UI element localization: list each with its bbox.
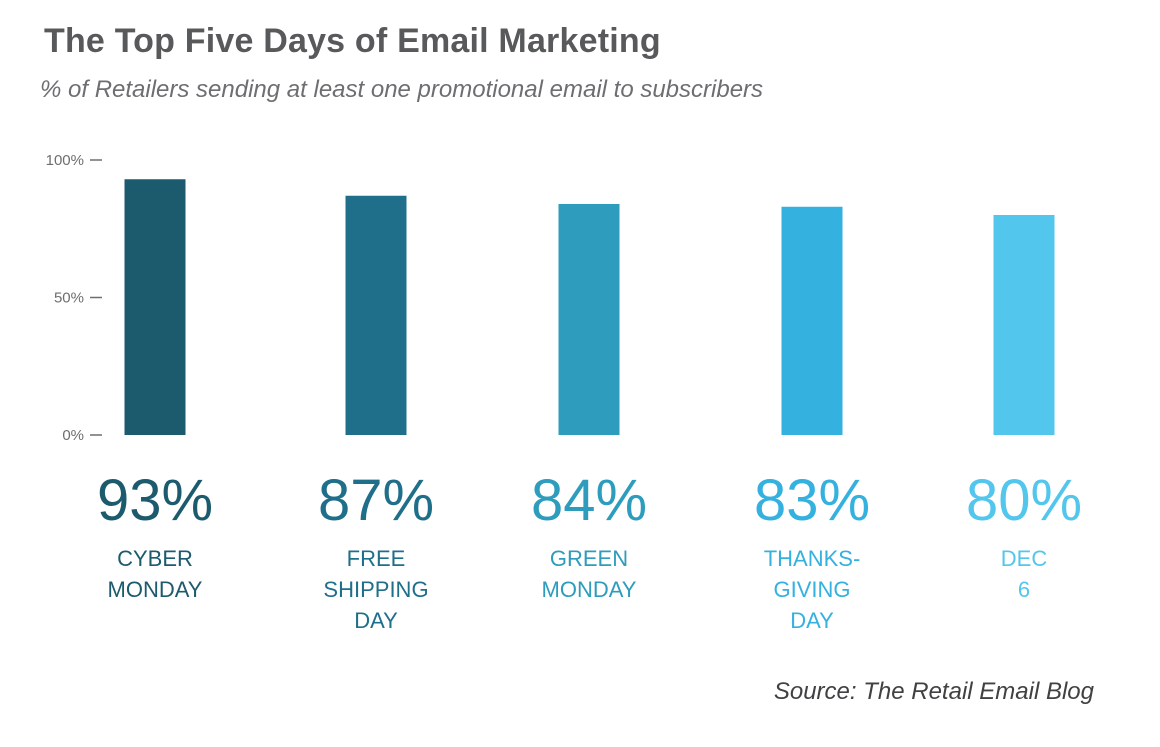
category-label: FREE bbox=[347, 546, 406, 571]
bar-value-label: 93% bbox=[97, 468, 213, 533]
category-label: CYBER bbox=[117, 546, 193, 571]
source-note: Source: The Retail Email Blog bbox=[773, 678, 1094, 705]
category-label: GIVING bbox=[773, 577, 850, 602]
bar bbox=[993, 215, 1055, 435]
bar bbox=[124, 179, 186, 435]
category-label: DEC bbox=[1001, 546, 1048, 571]
bar-value-label: 84% bbox=[531, 468, 647, 533]
y-tick-label: 0% bbox=[62, 427, 84, 444]
y-tick-label: 50% bbox=[54, 290, 84, 307]
category-label: MONDAY bbox=[108, 577, 203, 602]
chart-title: The Top Five Days of Email Marketing bbox=[44, 22, 661, 60]
category-label: THANKS- bbox=[764, 546, 861, 571]
chart-subtitle: % of Retailers sending at least one prom… bbox=[40, 76, 764, 103]
bar-value-label: 87% bbox=[318, 468, 434, 533]
category-label: DAY bbox=[354, 608, 398, 633]
category-label: SHIPPING bbox=[323, 577, 428, 602]
bar-value-label: 80% bbox=[966, 468, 1082, 533]
category-label: DAY bbox=[790, 608, 834, 633]
bar bbox=[558, 204, 620, 435]
y-tick-label: 100% bbox=[46, 152, 84, 169]
bar bbox=[345, 195, 407, 435]
bar bbox=[781, 206, 843, 435]
category-label: GREEN bbox=[550, 546, 628, 571]
bar-value-label: 83% bbox=[754, 468, 870, 533]
category-label: MONDAY bbox=[542, 577, 637, 602]
category-label: 6 bbox=[1018, 577, 1030, 602]
